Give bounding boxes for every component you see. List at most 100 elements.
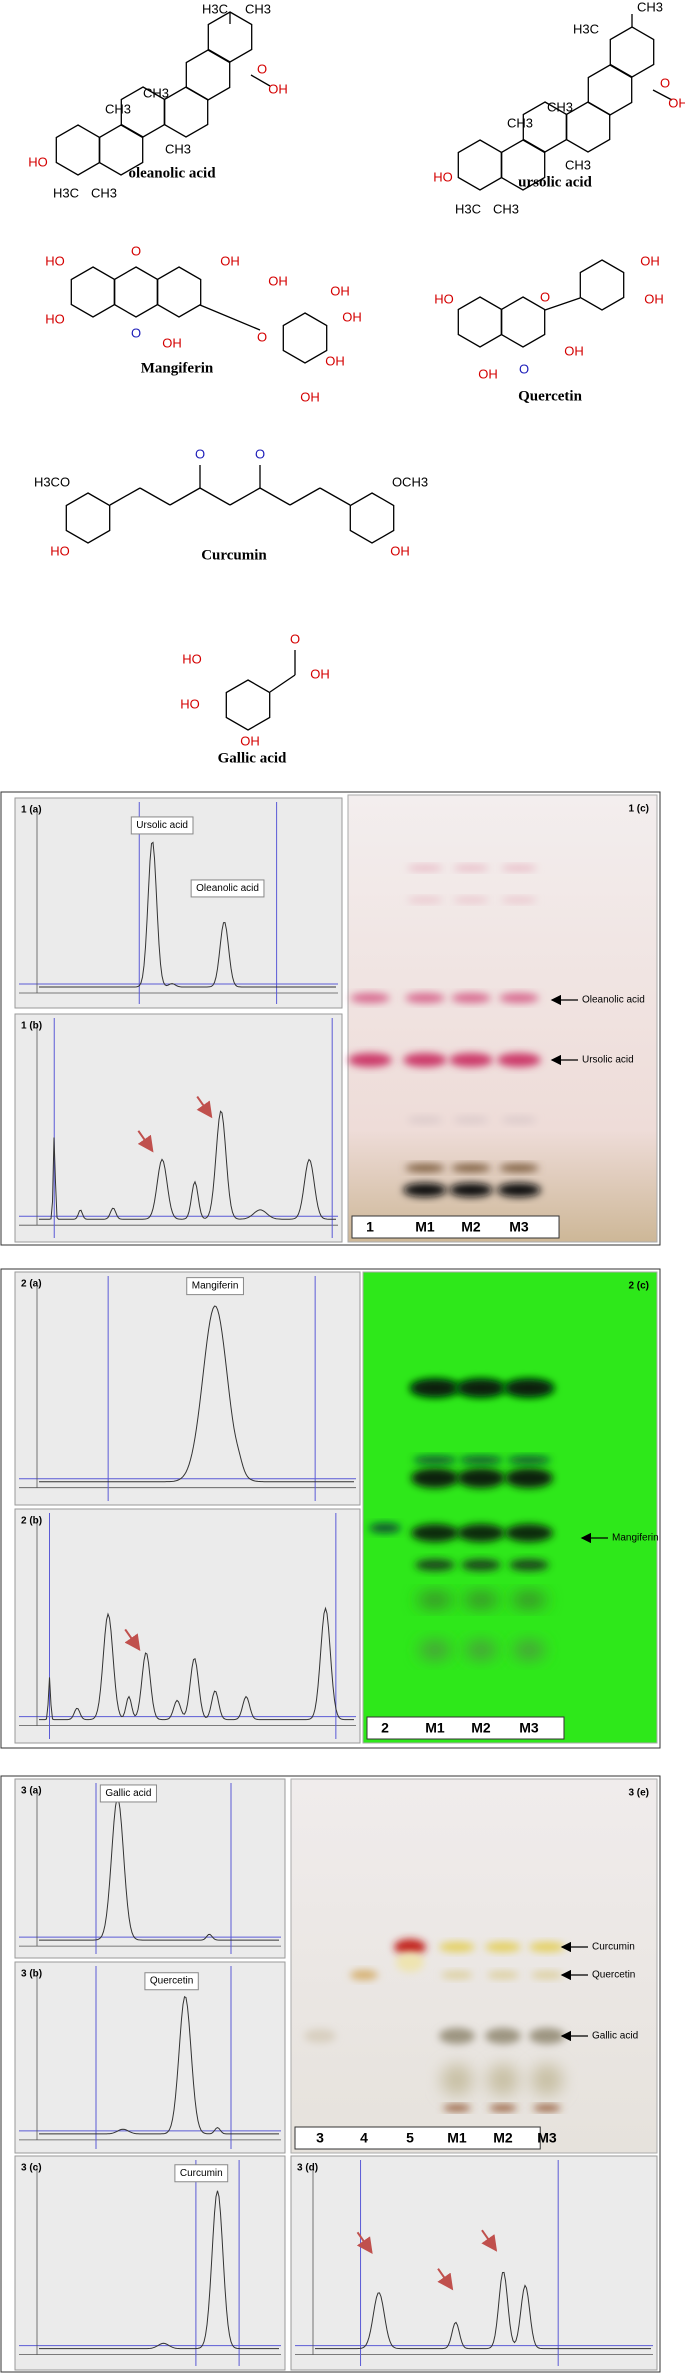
atom-label: HO bbox=[434, 291, 454, 306]
tlc-band bbox=[441, 1971, 473, 1979]
atom-label: H3C bbox=[53, 185, 79, 200]
peak-label-box bbox=[174, 2164, 229, 2183]
atom-label: CH3 bbox=[565, 157, 591, 172]
tlc-band bbox=[441, 2064, 473, 2096]
tlc-band bbox=[453, 865, 489, 871]
atom-label: O bbox=[290, 631, 300, 646]
tlc-band bbox=[411, 1380, 459, 1396]
lane-label: M2 bbox=[471, 1720, 491, 1736]
tlc-band bbox=[505, 1468, 553, 1488]
chromatogram-bg bbox=[14, 2155, 286, 2371]
tlc-band bbox=[487, 2064, 519, 2096]
atom-label: OH bbox=[240, 733, 260, 748]
chromatogram-bg bbox=[14, 1961, 286, 2154]
tlc-band bbox=[497, 1183, 541, 1197]
chromatogram-bg bbox=[14, 1778, 286, 1959]
atom-label: CH3 bbox=[165, 141, 191, 156]
ring bbox=[65, 492, 111, 544]
tlc-band bbox=[405, 993, 445, 1003]
tlc-band bbox=[411, 1524, 459, 1542]
tlc-band bbox=[405, 1164, 445, 1172]
trace bbox=[39, 1797, 279, 1941]
tlc-band bbox=[459, 1456, 503, 1464]
atom-label: O bbox=[257, 329, 267, 344]
lane-label: 5 bbox=[406, 2130, 414, 2146]
lane-label: M2 bbox=[493, 2130, 513, 2146]
atom-label: OH bbox=[220, 253, 240, 268]
tlc-band bbox=[485, 1942, 521, 1952]
tlc-band bbox=[451, 993, 491, 1003]
band-label: Gallic acid bbox=[592, 2031, 638, 2042]
tlc-band bbox=[457, 1380, 505, 1396]
atom-label: OH bbox=[325, 353, 345, 368]
bond bbox=[139, 487, 171, 506]
chromatogram-label: 1 (b) bbox=[21, 1021, 42, 1032]
tlc-band bbox=[501, 1116, 537, 1124]
ring bbox=[457, 139, 503, 191]
atom-label: O bbox=[131, 243, 141, 258]
peak-label: Quercetin bbox=[150, 1976, 193, 1987]
atom-label: OH bbox=[310, 666, 330, 681]
atom-label: H3C bbox=[573, 21, 599, 36]
chromatogram-label: 3 (a) bbox=[21, 1786, 42, 1797]
atom-label: HO bbox=[182, 651, 202, 666]
tlc-band bbox=[394, 1939, 426, 1955]
tlc-label: 1 (c) bbox=[628, 804, 649, 815]
lane-box bbox=[351, 1215, 560, 1239]
tlc-band bbox=[531, 2064, 563, 2096]
tlc-band bbox=[304, 2029, 336, 2043]
ring bbox=[609, 26, 655, 78]
atom-label: HO bbox=[50, 543, 70, 558]
atom-label: HO bbox=[28, 154, 48, 169]
red-arrow bbox=[437, 2268, 454, 2291]
tlc-label: 3 (e) bbox=[628, 1788, 649, 1799]
band-label: Ursolic acid bbox=[582, 1055, 634, 1066]
tlc-plate bbox=[290, 1778, 658, 2154]
atom-label: H3C bbox=[455, 201, 481, 216]
atom-label: HO bbox=[433, 169, 453, 184]
peak-label: Curcumin bbox=[180, 2168, 223, 2179]
tlc-band bbox=[443, 2105, 471, 2111]
peak-label-box bbox=[99, 1784, 157, 1803]
lane-label: M3 bbox=[519, 1720, 539, 1736]
panel-frame bbox=[0, 1268, 661, 1749]
bond bbox=[269, 674, 296, 693]
atom-label: CH3 bbox=[105, 101, 131, 116]
atom-label: CH3 bbox=[547, 99, 573, 114]
tlc-band bbox=[461, 1559, 501, 1571]
lane-label: 3 bbox=[316, 2130, 324, 2146]
lane-label: M1 bbox=[415, 1219, 435, 1235]
chromatogram-label: 1 (a) bbox=[21, 805, 42, 816]
atom-label: O bbox=[257, 61, 267, 76]
lane-label: 4 bbox=[360, 2130, 368, 2146]
chromatogram-label: 3 (b) bbox=[21, 1969, 42, 1980]
chromatogram-bg bbox=[14, 1271, 361, 1506]
peak-label-box bbox=[190, 879, 265, 898]
tlc-band bbox=[417, 1592, 453, 1608]
tlc-label: 2 (c) bbox=[628, 1281, 649, 1292]
bond bbox=[652, 89, 673, 101]
red-arrow bbox=[196, 1096, 213, 1119]
tlc-band bbox=[439, 1942, 475, 1952]
ring bbox=[225, 679, 271, 731]
tlc-band bbox=[419, 1640, 451, 1660]
ring bbox=[500, 296, 546, 348]
atom-label: HO bbox=[180, 696, 200, 711]
tlc-band bbox=[407, 865, 443, 871]
atom-label: CH3 bbox=[91, 185, 117, 200]
tlc-band bbox=[465, 1640, 497, 1660]
atom-label: OH bbox=[644, 291, 664, 306]
atom-label: CH3 bbox=[507, 115, 533, 130]
tlc-band bbox=[407, 897, 443, 903]
atom-label: O bbox=[519, 361, 529, 376]
panel-frame bbox=[0, 791, 661, 1246]
tlc-band bbox=[403, 1183, 447, 1197]
atom-label: O bbox=[195, 446, 205, 461]
tlc-band bbox=[369, 1523, 401, 1533]
bond bbox=[199, 304, 261, 331]
red-arrow bbox=[124, 1628, 141, 1652]
chromatogram-bg bbox=[290, 2155, 658, 2371]
band-label: Mangiferin bbox=[612, 1533, 659, 1544]
tlc-band bbox=[453, 1116, 489, 1124]
tlc-plate bbox=[347, 794, 658, 1243]
